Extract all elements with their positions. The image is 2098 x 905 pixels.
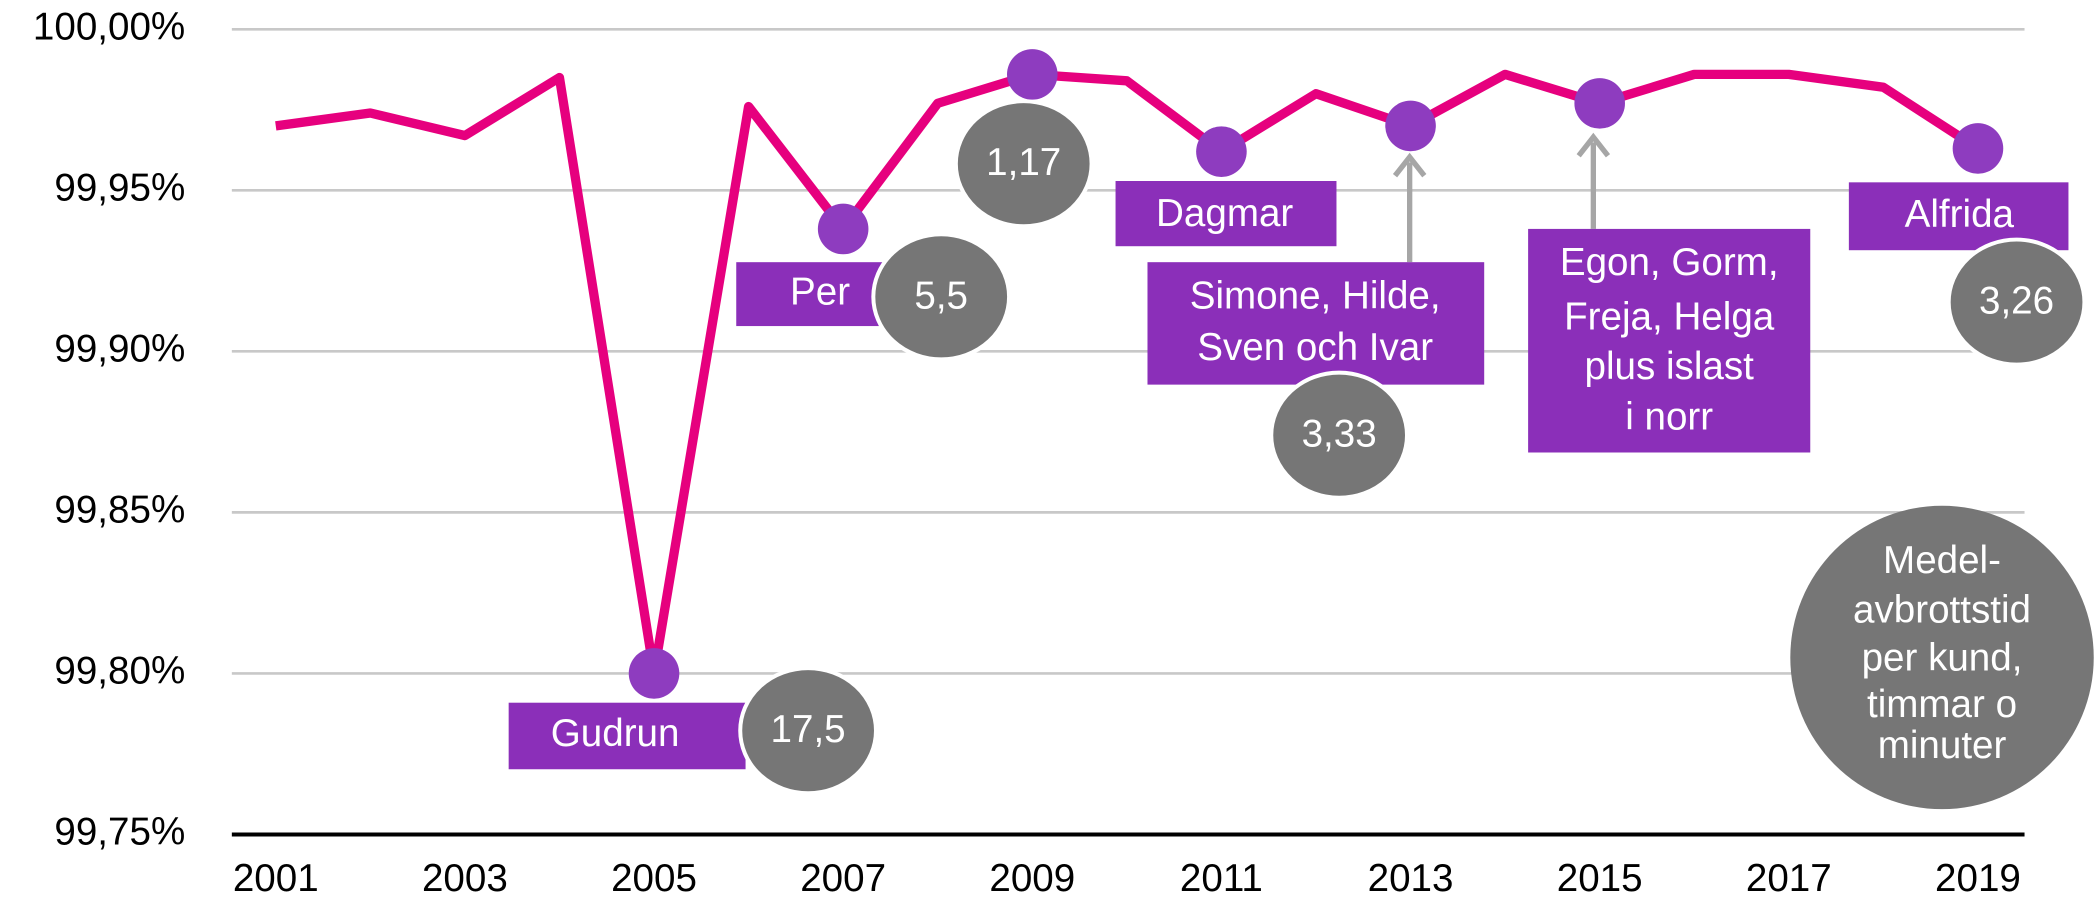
label-text: Simone, Hilde,	[1190, 274, 1441, 317]
label-text: Per	[790, 270, 850, 313]
label-text: Sven och Ivar	[1197, 326, 1433, 369]
x-tick-label: 2005	[611, 857, 697, 900]
label-box	[1848, 182, 2069, 251]
y-tick-label: 99,85%	[54, 489, 185, 532]
marker	[1196, 126, 1247, 177]
arrow-head	[1392, 152, 1427, 178]
x-tick-label: 2011	[1180, 857, 1263, 900]
value-text: 3,26	[1979, 280, 2054, 323]
x-tick-label: 2001	[233, 857, 319, 900]
marker	[1007, 49, 1058, 100]
note-text: avbrottstid	[1853, 588, 2031, 631]
label-box	[736, 262, 884, 327]
label-text: i norr	[1625, 395, 1713, 438]
label-text: Egon, Gorm,	[1560, 241, 1779, 284]
value-bubble	[1946, 237, 2087, 367]
value-bubble	[738, 666, 878, 796]
marker	[1574, 78, 1625, 129]
x-tick-label: 2019	[1935, 857, 2021, 900]
x-tick-label: 2009	[989, 857, 1075, 900]
label-text: Dagmar	[1156, 192, 1293, 235]
y-tick-label: 99,80%	[54, 650, 185, 693]
value-text: 17,5	[771, 708, 846, 751]
label-box	[1528, 228, 1811, 453]
note-text: timmar o	[1867, 683, 2017, 726]
note-text: per kund,	[1862, 636, 2023, 679]
y-tick-label: 99,75%	[54, 811, 185, 854]
value-bubble	[1269, 370, 1410, 500]
value-text: 3,33	[1302, 413, 1377, 456]
label-text: Alfrida	[1905, 193, 2015, 236]
x-tick-label: 2007	[800, 857, 886, 900]
label-text: Gudrun	[551, 712, 680, 755]
label-box	[1115, 181, 1337, 247]
y-tick-label: 99,90%	[54, 328, 185, 371]
note-text: Medel-	[1883, 539, 2001, 582]
arrow-head	[1576, 132, 1611, 158]
x-tick-label: 2015	[1557, 857, 1643, 900]
marker	[1952, 123, 2004, 174]
x-tick-label: 2017	[1746, 857, 1832, 900]
value-bubble	[871, 232, 1012, 362]
marker	[628, 648, 680, 699]
y-tick-label: 100,00%	[33, 5, 185, 48]
label-text: plus islast	[1584, 345, 1754, 388]
series-line	[275, 69, 1981, 679]
value-bubble	[953, 99, 1094, 229]
marker	[817, 203, 869, 255]
value-text: 1,17	[986, 141, 1061, 184]
x-tick-label: 2013	[1368, 857, 1454, 900]
x-tick-label: 2003	[422, 857, 508, 900]
label-box	[508, 702, 746, 770]
label-text: Freja, Helga	[1564, 296, 1775, 339]
note-text: minuter	[1878, 724, 2007, 767]
label-box	[1147, 262, 1485, 385]
note-bubble	[1790, 505, 2094, 810]
value-text: 5,5	[914, 274, 968, 317]
marker	[1385, 100, 1436, 152]
y-tick-label: 99,95%	[54, 167, 185, 210]
